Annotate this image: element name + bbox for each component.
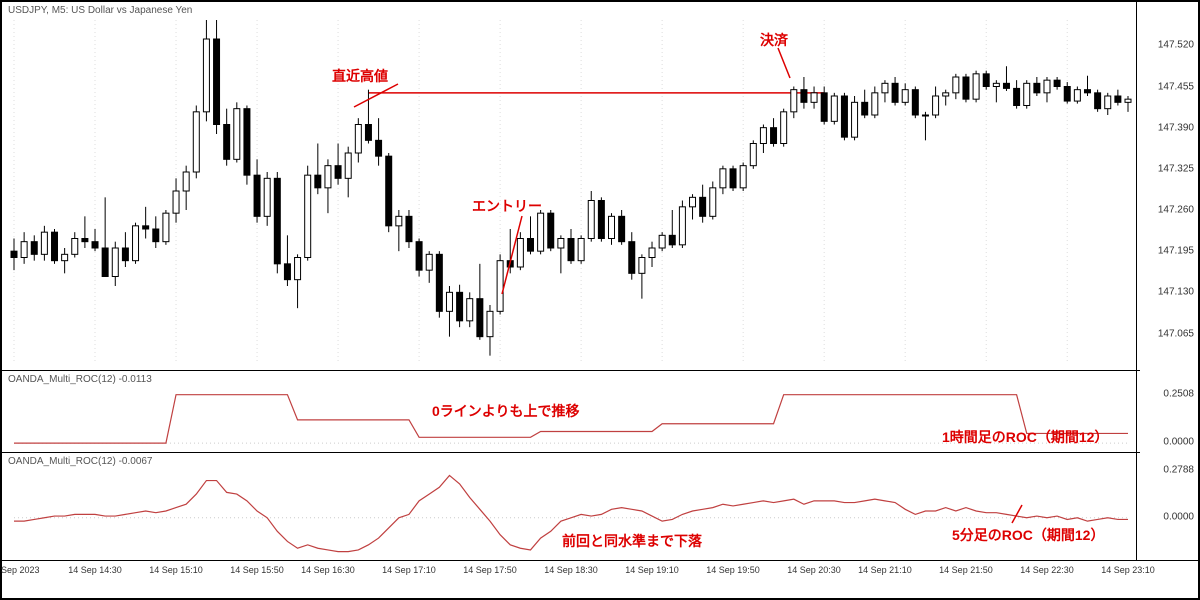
x-tick-label: 14 Sep 14:30 — [68, 565, 122, 575]
x-tick-label: 14 Sep 2023 — [0, 565, 40, 575]
annotation-entry: エントリー — [472, 196, 542, 216]
x-tick-label: 14 Sep 19:10 — [625, 565, 679, 575]
y-tick-label: 0.2508 — [1163, 388, 1194, 399]
y-tick-label: 147.455 — [1158, 81, 1194, 92]
annotation-roc1-label: 1時間足のROC（期間12） — [942, 427, 1108, 447]
x-tick-label: 14 Sep 15:50 — [230, 565, 284, 575]
x-axis: 14 Sep 2023 14 Sep 14:30 14 Sep 15:10 14 Se… — [2, 560, 1200, 598]
x-tick-label: 14 Sep 19:50 — [706, 565, 760, 575]
chart-container: 147.065 147.130 147.195 147.260 147.325 147.3… — [0, 0, 1200, 600]
roc2-panel[interactable]: OANDA_Multi_ROC(12) -0.0067 前回と同水準まで下落 5… — [2, 452, 1140, 560]
y-tick-label: 147.520 — [1158, 40, 1194, 51]
x-tick-label: 14 Sep 16:30 — [301, 565, 355, 575]
x-tick-label: 14 Sep 20:30 — [787, 565, 841, 575]
x-tick-label: 14 Sep 22:30 — [1020, 565, 1074, 575]
y-tick-label: 147.195 — [1158, 246, 1194, 257]
price-panel[interactable]: USDJPY, M5: US Dollar vs Japanese Yen 直近… — [2, 2, 1140, 370]
y-tick-label: 147.260 — [1158, 205, 1194, 216]
x-tick-label: 14 Sep 17:50 — [463, 565, 517, 575]
x-tick-label: 14 Sep 21:10 — [858, 565, 912, 575]
x-tick-label: 14 Sep 15:10 — [149, 565, 203, 575]
annotation-roc2-label: 5分足のROC（期間12） — [952, 525, 1104, 545]
x-tick-label: 14 Sep 18:30 — [544, 565, 598, 575]
x-tick-label: 14 Sep 23:10 — [1101, 565, 1155, 575]
y-tick-label: 0.0000 — [1163, 511, 1194, 522]
y-axis: 147.065 147.130 147.195 147.260 147.325 147.3… — [1136, 2, 1198, 560]
x-tick-label: 14 Sep 21:50 — [939, 565, 993, 575]
y-tick-label: 147.325 — [1158, 163, 1194, 174]
annotation-exit: 決済 — [760, 30, 788, 50]
y-tick-label: 0.2788 — [1163, 464, 1194, 475]
annotation-roc1-note: 0ラインよりも上で推移 — [432, 401, 580, 421]
y-tick-label: 147.065 — [1158, 328, 1194, 339]
y-tick-label: 147.390 — [1158, 122, 1194, 133]
candlestick-chart — [2, 2, 1140, 370]
roc1-panel[interactable]: OANDA_Multi_ROC(12) -0.0113 0ラインよりも上で推移 … — [2, 370, 1140, 452]
annotation-roc2-note: 前回と同水準まで下落 — [562, 531, 702, 551]
x-tick-label: 14 Sep 17:10 — [382, 565, 436, 575]
y-tick-label: 0.0000 — [1163, 437, 1194, 448]
y-tick-label: 147.130 — [1158, 287, 1194, 298]
annotation-recent-high: 直近高値 — [332, 66, 388, 86]
